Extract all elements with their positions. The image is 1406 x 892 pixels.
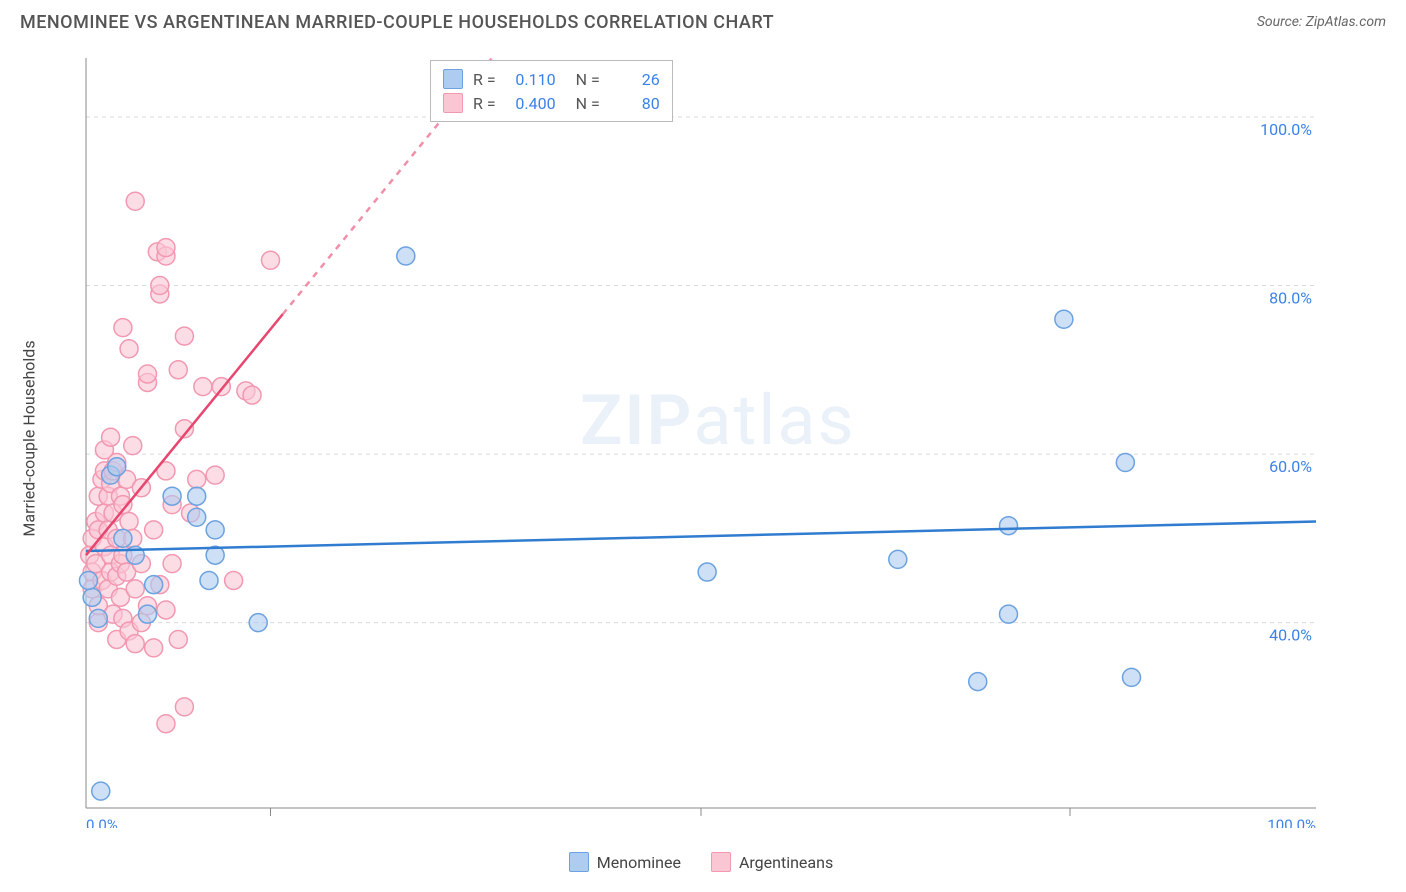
n-value: 80 [610,94,660,113]
r-value: 0.110 [506,70,556,89]
x-tick-label: 100.0% [1267,816,1316,828]
data-point [169,630,187,648]
data-point [243,386,261,404]
scatter-chart: 40.0% 60.0% 80.0% 100.0% 0.0% 100.0% [56,48,1346,828]
legend-item: Argentineans [711,852,833,872]
stats-legend-row: R = 0.110 N = 26 [443,67,660,91]
data-point [145,639,163,657]
data-point [114,319,132,337]
y-tick-label: 80.0% [1269,289,1312,308]
data-point [126,580,144,598]
data-point [114,529,132,547]
stats-legend-row: R = 0.400 N = 80 [443,91,660,115]
data-point [157,715,175,733]
data-point [145,576,163,594]
data-point [188,470,206,488]
data-point [969,673,987,691]
data-point [397,247,415,265]
data-point [249,614,267,632]
legend-label: Argentineans [739,853,833,872]
source-citation: Source: ZipAtlas.com [1257,14,1386,30]
data-point [157,601,175,619]
data-point [200,571,218,589]
data-point [163,555,181,573]
data-point [139,365,157,383]
x-tick-label: 0.0% [86,816,118,828]
legend-swatch [569,852,589,872]
data-point [225,571,243,589]
y-tick-label: 60.0% [1269,457,1312,476]
data-point [124,437,142,455]
r-value: 0.400 [506,94,556,113]
data-point [89,609,107,627]
data-point [83,588,101,606]
data-point [175,327,193,345]
legend-swatch [443,93,463,113]
data-point [1055,310,1073,328]
legend-item: Menominee [569,852,681,872]
r-label: R = [473,94,496,113]
y-tick-label: 40.0% [1269,626,1312,645]
data-point [108,458,126,476]
data-point [188,487,206,505]
y-axis-label: Married-couple Households [20,340,39,536]
r-label: R = [473,70,496,89]
y-axis-label-container: Married-couple Households [14,48,44,828]
legend-label: Menominee [597,853,681,872]
data-point [145,521,163,539]
data-point [1116,453,1134,471]
n-value: 26 [610,70,660,89]
data-point [206,466,224,484]
data-point [157,239,175,257]
data-point [163,487,181,505]
data-point [126,635,144,653]
header: MENOMINEE VS ARGENTINEAN MARRIED-COUPLE … [0,0,1406,44]
data-point [151,277,169,295]
data-point [126,192,144,210]
data-point [102,428,120,446]
y-tick-label: 100.0% [1260,120,1312,139]
series-legend: Menominee Argentineans [56,852,1346,872]
data-point [1000,605,1018,623]
data-point [206,521,224,539]
data-point [698,563,716,581]
legend-swatch [711,852,731,872]
stats-legend: R = 0.110 N = 26 R = 0.400 N = 80 [430,60,673,122]
data-point [92,782,110,800]
data-point [889,550,907,568]
data-point [169,361,187,379]
data-point [175,698,193,716]
trend-line [86,521,1316,550]
n-label: N = [576,70,600,89]
data-point [120,340,138,358]
data-point [120,512,138,530]
data-point [79,571,97,589]
data-point [262,251,280,269]
chart-title: MENOMINEE VS ARGENTINEAN MARRIED-COUPLE … [20,12,774,33]
data-point [194,378,212,396]
data-point [188,508,206,526]
data-point [1123,668,1141,686]
legend-swatch [443,69,463,89]
n-label: N = [576,94,600,113]
data-point [139,605,157,623]
data-point [1000,517,1018,535]
